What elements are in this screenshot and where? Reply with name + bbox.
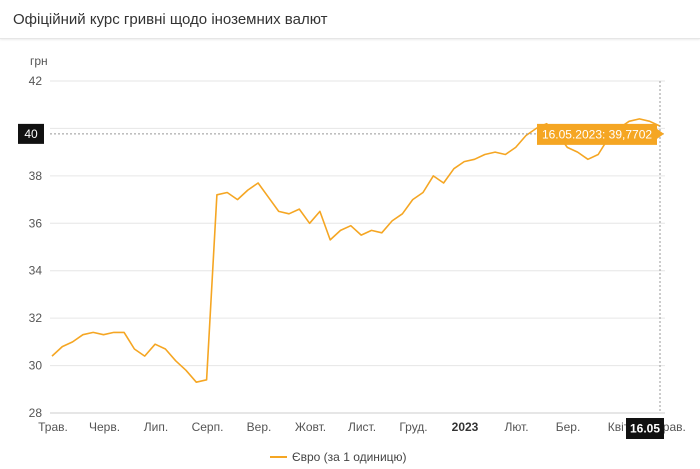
data-point[interactable] [410,197,415,202]
data-point[interactable] [60,344,65,349]
data-point[interactable] [348,223,353,228]
data-point[interactable] [565,145,570,150]
data-point[interactable] [132,347,137,352]
data-point[interactable] [338,228,343,233]
x-tick-label: Квіт. [608,420,632,434]
data-point[interactable] [266,195,271,200]
y-tick-label: 38 [29,169,43,183]
page-title: Офіційний курс гривні щодо іноземних вал… [13,10,328,28]
x-tick-label: Серп. [192,420,224,434]
data-point[interactable] [245,188,250,193]
y-tick-label: 30 [29,359,43,373]
data-point[interactable] [647,119,652,124]
x-tick-label: Груд. [399,420,427,434]
x-tick-label: Бер. [556,420,581,434]
data-point[interactable] [441,181,446,186]
data-point[interactable] [359,233,364,238]
data-point[interactable] [390,219,395,224]
data-point[interactable] [318,209,323,214]
data-point[interactable] [328,238,333,243]
data-point[interactable] [379,230,384,235]
y-tick-label: 28 [29,406,43,420]
tooltip-pointer [657,128,664,139]
y-tick-label: 34 [29,264,43,278]
data-point[interactable] [482,152,487,157]
x-tick-label: 2023 [452,420,479,434]
x-tick-label: Лип. [144,420,168,434]
y-tick-label: 42 [29,74,43,88]
data-point[interactable] [184,368,189,373]
crosshair-x-badge [626,418,664,439]
data-point[interactable] [256,181,261,186]
data-point[interactable] [586,157,591,162]
y-tick-label: 32 [29,311,43,325]
tooltip-text: 16.05.2023: 39,7702 [542,127,652,141]
data-point[interactable] [369,228,374,233]
data-point[interactable] [493,150,498,155]
data-point[interactable] [627,119,632,124]
crosshair-x-label: 16.05 [630,422,660,436]
crosshair-y-label: 40 [24,127,38,141]
data-point[interactable] [70,340,75,345]
data-point[interactable] [472,157,477,162]
data-point[interactable] [421,190,426,195]
euro-rate-line [51,118,661,384]
data-point[interactable] [575,150,580,155]
x-tick-label: Вер. [247,420,272,434]
crosshair-y-badge [18,123,44,144]
data-point[interactable] [503,152,508,157]
legend-label[interactable]: Євро (за 1 одиницю) [292,450,407,464]
data-point[interactable] [111,330,116,335]
data-point[interactable] [153,342,158,347]
rate-line-chart[interactable]: грн 28 30 32 34 36 38 40 42 Трав. Черв. Лип. Серп. Ве… [0,39,700,469]
data-point[interactable] [81,332,86,337]
x-tick-label: Трав. [38,420,68,434]
data-point[interactable] [297,207,302,212]
x-tick-label: Лют. [504,420,528,434]
data-point[interactable] [452,166,457,171]
data-point[interactable] [400,211,405,216]
tooltip-box [537,123,657,145]
data-point[interactable] [142,354,147,359]
data-point[interactable] [50,354,55,359]
y-axis-unit-label: грн [30,54,48,68]
data-point[interactable] [462,159,467,164]
data-point[interactable] [596,152,601,157]
x-tick-label: Жовт. [295,420,326,434]
data-point[interactable] [215,192,220,197]
data-point[interactable] [307,221,312,226]
data-point[interactable] [163,347,168,352]
data-point[interactable] [204,377,209,382]
data-point[interactable] [637,117,642,122]
chart-container[interactable]: грн 28 30 32 34 36 38 40 42 Трав. Черв. Лип. Серп. Ве… [0,39,700,468]
data-point[interactable] [513,145,518,150]
x-tick-label: Лист. [348,420,376,434]
y-tick-label: 36 [29,216,43,230]
data-point[interactable] [194,380,199,385]
x-tick-label: Черв. [89,420,120,434]
data-point[interactable] [91,330,96,335]
data-point[interactable] [173,358,178,363]
page-header: Офіційний курс гривні щодо іноземних вал… [0,0,700,39]
data-point[interactable] [287,211,292,216]
data-point[interactable] [431,174,436,179]
data-point[interactable] [225,190,230,195]
data-point[interactable] [101,332,106,337]
data-point[interactable] [122,330,127,335]
data-point[interactable] [235,197,240,202]
data-point[interactable] [276,209,281,214]
